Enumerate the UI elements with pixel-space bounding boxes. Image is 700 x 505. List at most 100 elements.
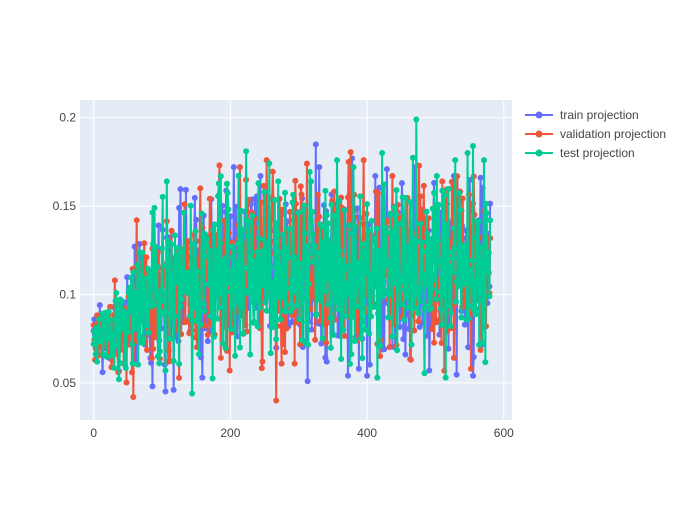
data-point bbox=[472, 277, 479, 284]
data-point bbox=[256, 235, 263, 242]
data-point bbox=[148, 267, 155, 274]
legend[interactable]: train projection validation projection tes… bbox=[525, 108, 666, 160]
data-point bbox=[310, 231, 317, 238]
data-point bbox=[313, 311, 320, 318]
data-point bbox=[341, 332, 348, 339]
data-point bbox=[224, 190, 231, 197]
data-point bbox=[135, 313, 142, 320]
data-point bbox=[138, 318, 145, 325]
data-point bbox=[469, 257, 476, 264]
data-point bbox=[485, 268, 492, 275]
data-point bbox=[217, 354, 224, 361]
data-point bbox=[370, 303, 377, 310]
data-point bbox=[238, 208, 245, 215]
data-point bbox=[188, 285, 195, 292]
data-point bbox=[257, 173, 264, 180]
data-point bbox=[331, 188, 338, 195]
data-point bbox=[289, 199, 296, 206]
data-point bbox=[373, 225, 380, 232]
data-point bbox=[372, 247, 379, 253]
data-point bbox=[318, 340, 325, 347]
data-point bbox=[278, 360, 285, 367]
data-point bbox=[122, 365, 129, 372]
data-point bbox=[381, 346, 388, 353]
data-point bbox=[377, 247, 384, 254]
data-point bbox=[480, 285, 487, 292]
data-point bbox=[226, 280, 233, 287]
data-point bbox=[431, 276, 438, 283]
data-point bbox=[271, 197, 278, 203]
data-point bbox=[334, 157, 341, 164]
data-point bbox=[223, 254, 230, 261]
data-point bbox=[134, 262, 141, 269]
data-point bbox=[162, 388, 169, 395]
data-point bbox=[322, 187, 329, 194]
data-point bbox=[336, 197, 343, 204]
data-point bbox=[470, 353, 477, 360]
data-point bbox=[354, 205, 361, 212]
data-point bbox=[296, 316, 303, 323]
data-point bbox=[159, 245, 166, 252]
data-point bbox=[321, 288, 328, 295]
data-point bbox=[114, 341, 121, 348]
data-point bbox=[255, 180, 262, 187]
data-point bbox=[323, 212, 330, 219]
data-point bbox=[383, 166, 390, 173]
data-point bbox=[179, 274, 186, 281]
data-point bbox=[353, 280, 360, 287]
data-point bbox=[419, 239, 426, 246]
data-point bbox=[301, 202, 308, 209]
data-point bbox=[177, 303, 184, 310]
data-point bbox=[327, 344, 334, 351]
data-point bbox=[455, 254, 462, 261]
data-point bbox=[288, 319, 295, 326]
data-point bbox=[105, 308, 112, 315]
data-point bbox=[486, 293, 493, 300]
data-point bbox=[195, 256, 202, 263]
data-point bbox=[173, 265, 180, 272]
data-point bbox=[172, 279, 179, 286]
data-point bbox=[386, 289, 393, 296]
data-point bbox=[458, 314, 465, 321]
data-point bbox=[476, 258, 483, 265]
data-point bbox=[234, 294, 241, 301]
data-point bbox=[206, 248, 213, 255]
data-point bbox=[312, 336, 319, 343]
data-point bbox=[407, 356, 414, 363]
data-point bbox=[225, 206, 232, 213]
data-point bbox=[397, 301, 404, 308]
data-point bbox=[443, 221, 450, 228]
legend-item[interactable]: test projection bbox=[525, 146, 635, 160]
data-point bbox=[359, 273, 366, 280]
data-point bbox=[155, 222, 162, 229]
data-point bbox=[155, 295, 162, 302]
data-point bbox=[355, 259, 362, 266]
data-point bbox=[401, 243, 408, 250]
data-point bbox=[380, 239, 387, 246]
data-point bbox=[410, 295, 417, 302]
data-point bbox=[371, 235, 378, 242]
data-point bbox=[345, 262, 352, 269]
data-point bbox=[124, 323, 131, 330]
data-point bbox=[301, 230, 308, 237]
data-point bbox=[403, 294, 410, 301]
data-point bbox=[400, 217, 407, 224]
data-point bbox=[415, 310, 422, 317]
data-point bbox=[438, 321, 445, 328]
data-point bbox=[334, 223, 341, 230]
data-point bbox=[98, 338, 105, 345]
data-point bbox=[468, 302, 475, 309]
data-point bbox=[485, 249, 492, 256]
data-point bbox=[197, 321, 204, 328]
legend-item[interactable]: train projection bbox=[525, 108, 639, 122]
data-point bbox=[277, 323, 284, 330]
data-point bbox=[389, 173, 396, 180]
data-point bbox=[128, 274, 135, 281]
data-point bbox=[291, 254, 298, 261]
data-point bbox=[473, 234, 480, 241]
data-point bbox=[143, 346, 150, 353]
data-point bbox=[265, 272, 272, 279]
data-point bbox=[308, 258, 315, 265]
data-point bbox=[181, 201, 188, 208]
legend-item[interactable]: validation projection bbox=[525, 127, 666, 141]
